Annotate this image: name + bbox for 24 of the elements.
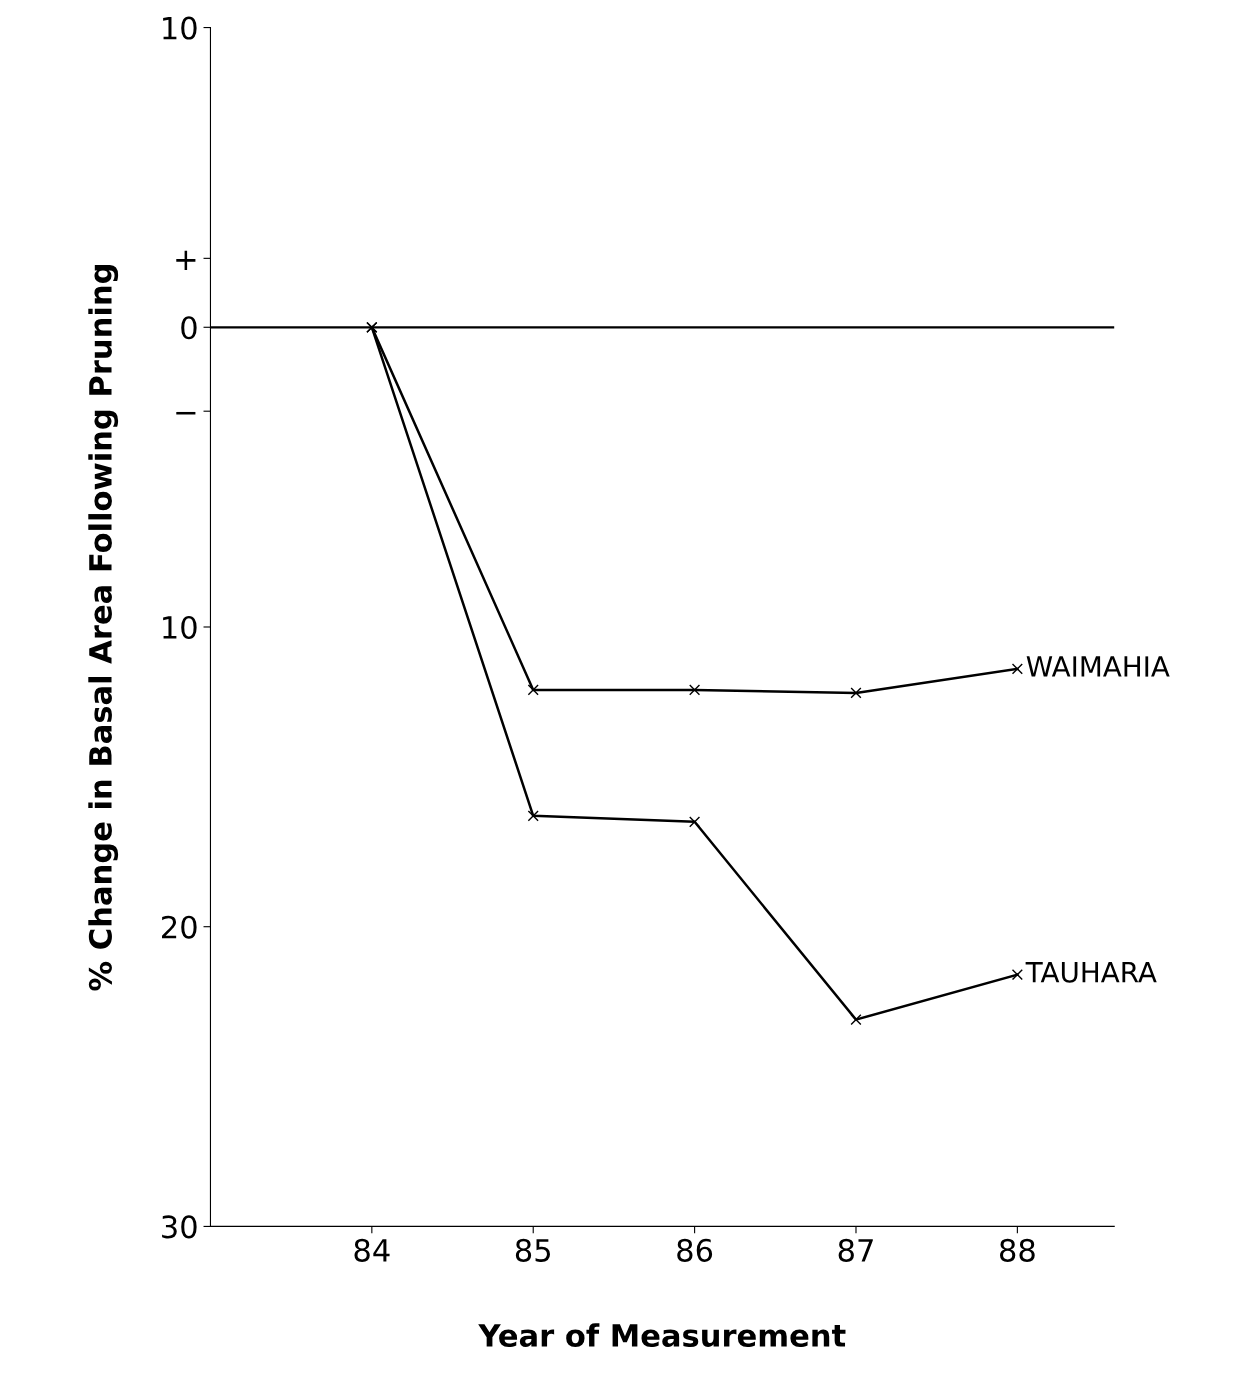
y-tick-label: 30 xyxy=(162,1215,197,1239)
series-label: WAIMAHIA xyxy=(1026,656,1170,677)
x-tick-label: 86 xyxy=(677,1238,713,1262)
point xyxy=(527,810,539,822)
point xyxy=(850,1014,862,1026)
series-label: TAUHARA xyxy=(1025,962,1157,983)
y-tick-label: 10 xyxy=(163,16,197,40)
point xyxy=(689,684,701,696)
y-tick-label: + xyxy=(176,250,196,270)
y-tick-label: − xyxy=(176,411,196,415)
point xyxy=(689,816,701,828)
point xyxy=(1011,663,1023,675)
x-tick-label: 87 xyxy=(838,1238,873,1262)
x-tick-label: 84 xyxy=(354,1238,390,1262)
y-tick-label: 20 xyxy=(162,915,197,939)
x-tick-label: 88 xyxy=(1000,1238,1035,1262)
point xyxy=(527,684,539,696)
y-tick-label: 0 xyxy=(181,316,197,340)
x-axis-title: Year of Measurement xyxy=(478,1323,846,1348)
y-tick-label: 10 xyxy=(163,615,197,640)
point xyxy=(1011,969,1023,981)
point xyxy=(850,687,862,699)
x-tick-label: 85 xyxy=(515,1238,550,1262)
y-axis-title: % Change in Basal Area Following Pruning xyxy=(88,265,119,991)
